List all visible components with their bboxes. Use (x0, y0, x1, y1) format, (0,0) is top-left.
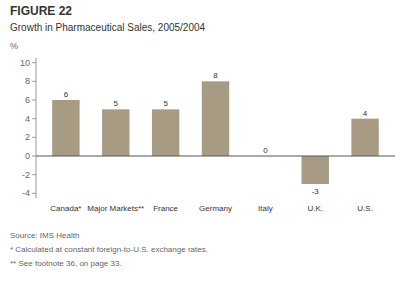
bar (351, 119, 378, 156)
y-tick-label: -2 (22, 170, 30, 180)
y-tick (32, 118, 36, 119)
y-tick-label: 6 (25, 95, 30, 105)
y-tick-label: 4 (25, 114, 30, 124)
data-label: -3 (312, 187, 320, 196)
x-tick-label: Italy (258, 204, 273, 213)
chart: FIGURE 22 Growth in Pharmaceutical Sales,… (0, 0, 405, 287)
x-tick-label: U.S. (357, 204, 373, 213)
y-tick-label: 0 (25, 151, 30, 161)
data-label: 4 (363, 109, 368, 118)
y-tick (32, 137, 36, 138)
page: {"chart_data": {"type": "bar", "title": … (0, 0, 405, 287)
footnote: * Calculated at constant foreign-to-U.S.… (10, 245, 208, 254)
y-tick-label: 2 (25, 132, 30, 142)
bar (202, 81, 229, 156)
y-tick (32, 193, 36, 194)
data-labels: 6 5 5 8 0 -3 4 (64, 71, 368, 196)
y-tick (32, 100, 36, 101)
y-tick (32, 156, 36, 157)
footnote: ** See footnote 36, on page 33. (10, 259, 122, 268)
footnote: Source: IMS Health (10, 231, 79, 240)
baseline (36, 156, 395, 157)
y-tick-label: -4 (22, 188, 30, 198)
y-axis-label: % (10, 41, 18, 51)
data-label: 5 (163, 99, 168, 108)
bar (52, 100, 79, 156)
x-axis: Canada* Major Markets** France Germany Italy… (50, 204, 373, 213)
data-label: 5 (114, 99, 119, 108)
x-tick-label: Germany (199, 204, 232, 213)
subtitle: Growth in Pharmaceutical Sales, 2005/200… (10, 22, 206, 33)
data-label: 6 (64, 90, 69, 99)
bar (302, 156, 329, 184)
footnotes: Source: IMS Health * Calculated at consta… (10, 231, 208, 268)
bar (102, 109, 129, 156)
y-tick-label: 10 (20, 58, 30, 68)
bar (152, 109, 179, 156)
data-label: 8 (213, 71, 218, 80)
y-tick (32, 81, 36, 82)
x-tick-label: Major Markets** (87, 204, 144, 213)
title: FIGURE 22 (10, 4, 72, 18)
y-tick (32, 174, 36, 175)
x-tick-label: Canada* (50, 204, 81, 213)
y-tick (32, 62, 36, 63)
bars (52, 81, 379, 184)
x-tick-label: France (153, 204, 178, 213)
y-axis-line (36, 58, 37, 198)
y-axis: -4 -2 0 2 4 6 8 10 (20, 58, 36, 199)
data-label: 0 (263, 146, 268, 155)
y-tick-label: 8 (25, 76, 30, 86)
chart-container: FIGURE 22 Growth in Pharmaceutical Sales,… (0, 0, 405, 287)
x-tick-label: U.K. (307, 204, 323, 213)
